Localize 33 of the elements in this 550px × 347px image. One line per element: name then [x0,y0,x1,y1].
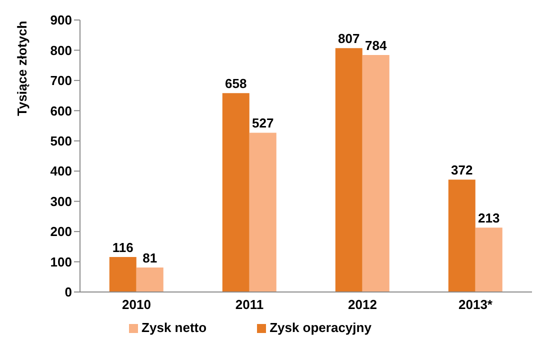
data-label: 81 [142,250,158,266]
data-label: 527 [252,116,274,131]
y-axis-title: Tysiące złotych [14,20,30,116]
bar [222,93,250,292]
bar [475,228,502,292]
data-label: 784 [365,38,388,54]
y-tick-label: 0 [64,284,72,300]
legend-label: Zysk netto [142,320,207,335]
legend-label: Zysk operacyjny [270,320,372,335]
y-tick-label: 600 [50,103,72,118]
x-tick-label: 2013* [458,297,494,312]
x-tick-label: 2011 [235,297,264,312]
data-label: 213 [478,210,500,226]
y-tick-label: 500 [50,134,72,149]
y-tick-label: 400 [50,164,72,179]
bar [109,256,136,292]
data-label: 807 [338,31,360,46]
y-tick-label: 800 [50,42,72,58]
bar [136,268,164,292]
bar [249,132,276,292]
y-tick-label: 900 [50,12,72,28]
y-tick-label: 300 [50,194,72,209]
data-label: 658 [225,76,247,92]
x-tick-label: 2010 [122,297,151,312]
y-tick-label: 200 [50,224,72,240]
x-tick-label: 2012 [348,297,377,312]
y-tick-label: 100 [50,254,72,270]
bar [448,180,476,292]
bar [362,55,390,292]
y-tick-label: 700 [50,73,72,88]
data-label: 372 [451,162,473,178]
data-label: 116 [112,240,134,255]
bar [335,48,362,292]
